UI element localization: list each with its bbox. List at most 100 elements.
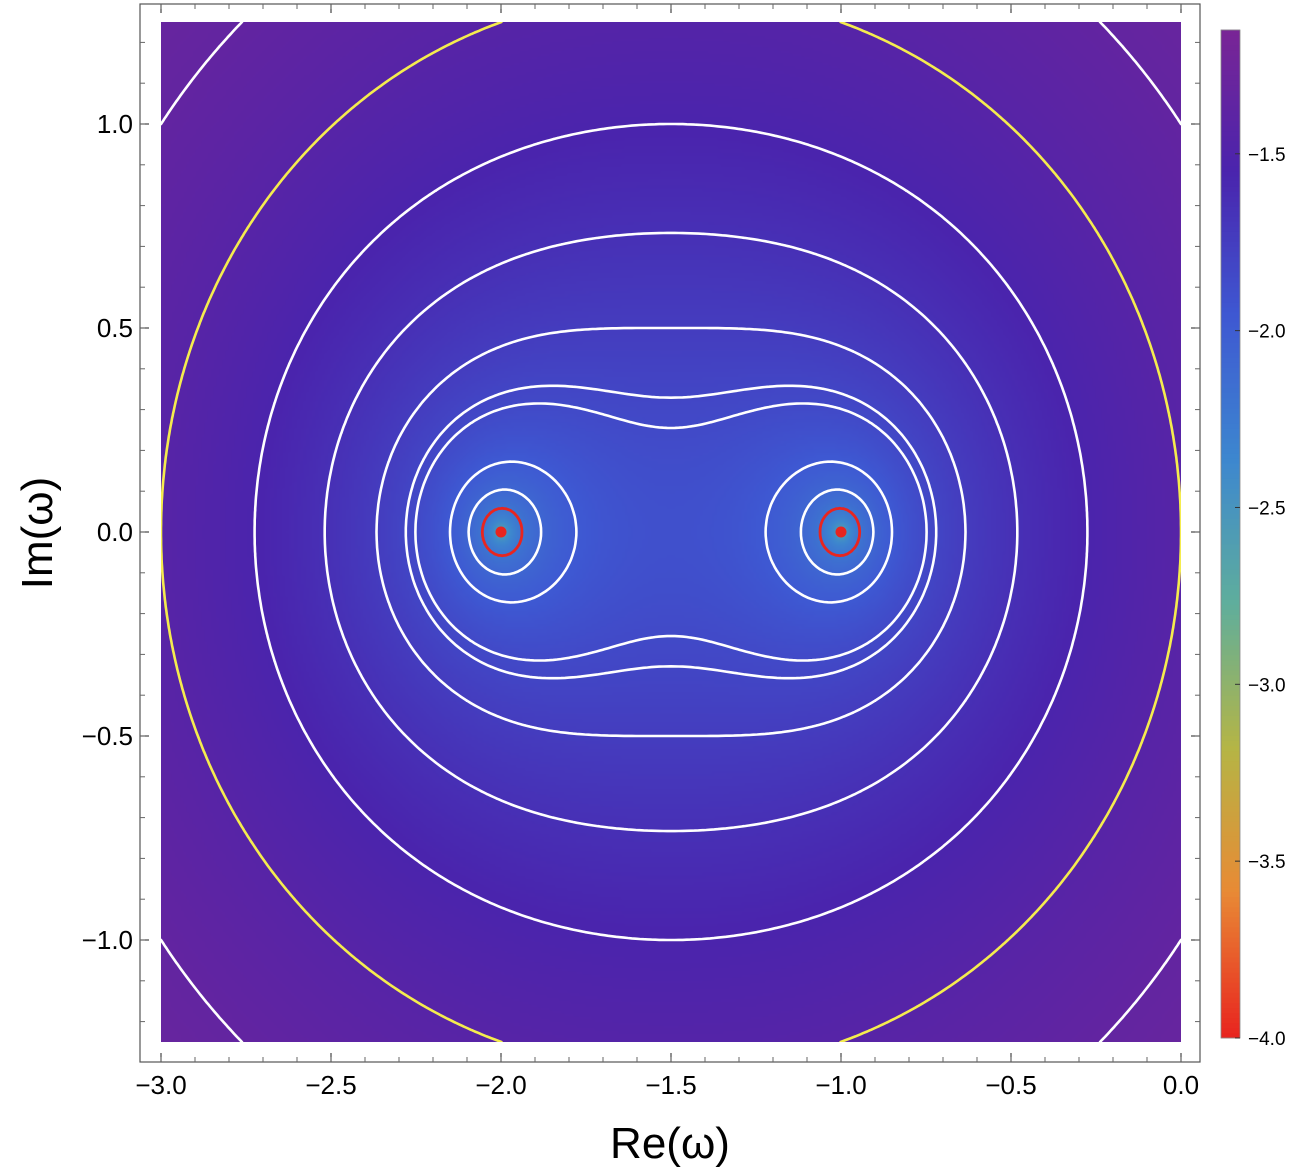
x-tick-label: 0.0 bbox=[1163, 1070, 1199, 1100]
colorbar-swatch bbox=[1221, 175, 1240, 182]
colorbar-swatch bbox=[1221, 291, 1240, 298]
colorbar-swatch bbox=[1221, 941, 1240, 948]
colorbar-swatch bbox=[1221, 432, 1240, 439]
colorbar-tick-label: −1.5 bbox=[1248, 145, 1286, 166]
colorbar-swatch bbox=[1221, 493, 1240, 500]
colorbar-swatch bbox=[1221, 594, 1240, 600]
colorbar-swatch bbox=[1221, 679, 1240, 686]
colorbar-swatch bbox=[1221, 896, 1240, 903]
colorbar-swatch bbox=[1221, 276, 1240, 283]
contour-lines bbox=[161, 22, 1181, 1042]
colorbar-swatch bbox=[1221, 568, 1240, 575]
colorbar-swatch bbox=[1221, 705, 1240, 711]
colorbar-swatch bbox=[1221, 59, 1240, 66]
colorbar-swatch bbox=[1221, 649, 1240, 656]
colorbar-swatch bbox=[1221, 946, 1240, 953]
colorbar-swatch bbox=[1221, 1007, 1240, 1014]
colorbar-swatch bbox=[1221, 957, 1240, 963]
colorbar-swatch bbox=[1221, 145, 1240, 152]
colorbar-swatch bbox=[1221, 831, 1240, 837]
colorbar-swatch bbox=[1221, 327, 1240, 333]
colorbar-swatch bbox=[1221, 241, 1240, 248]
heatmap-image bbox=[161, 22, 1181, 1042]
colorbar-swatch bbox=[1221, 316, 1240, 323]
contour-level-3 bbox=[375, 326, 967, 738]
colorbar-swatch bbox=[1221, 765, 1240, 772]
colorbar-swatch bbox=[1221, 412, 1240, 419]
x-tick-label: −1.5 bbox=[645, 1070, 696, 1100]
colorbar-swatch bbox=[1221, 155, 1240, 162]
colorbar-swatch bbox=[1221, 488, 1240, 494]
colorbar-swatch bbox=[1221, 483, 1240, 489]
colorbar-swatch bbox=[1221, 906, 1240, 913]
colorbar-swatch bbox=[1221, 1032, 1240, 1039]
colorbar-swatch bbox=[1221, 846, 1240, 852]
colorbar-swatch bbox=[1221, 362, 1240, 368]
colorbar-swatch bbox=[1221, 921, 1240, 928]
colorbar-swatch bbox=[1221, 372, 1240, 379]
colorbar-swatch bbox=[1221, 997, 1240, 1004]
colorbar-swatch bbox=[1221, 54, 1240, 61]
colorbar-swatch bbox=[1221, 206, 1240, 212]
colorbar-swatch bbox=[1221, 427, 1240, 434]
colorbar-swatch bbox=[1221, 70, 1240, 76]
colorbar-swatch bbox=[1221, 826, 1240, 832]
colorbar-swatch bbox=[1221, 85, 1240, 91]
colorbar-swatch bbox=[1221, 463, 1240, 469]
colorbar-swatch bbox=[1221, 322, 1240, 328]
colorbar-tick-label: −2.0 bbox=[1248, 322, 1286, 343]
colorbar-swatch bbox=[1221, 110, 1240, 116]
x-tick-label: −3.0 bbox=[135, 1070, 186, 1100]
colorbar-swatch bbox=[1221, 458, 1240, 464]
colorbar-swatch bbox=[1221, 886, 1240, 893]
colorbar-swatch bbox=[1221, 281, 1240, 288]
colorbar-swatch bbox=[1221, 538, 1240, 545]
colorbar-swatch bbox=[1221, 836, 1240, 842]
colorbar-swatch bbox=[1221, 286, 1240, 293]
y-tick-label: −0.5 bbox=[82, 721, 133, 751]
colorbar-swatch bbox=[1221, 841, 1240, 847]
contour-red bbox=[480, 506, 862, 558]
colorbar-swatch bbox=[1221, 185, 1240, 192]
colorbar-swatch bbox=[1221, 508, 1240, 515]
colorbar-swatch bbox=[1221, 513, 1240, 520]
colorbar-swatch bbox=[1221, 891, 1240, 898]
colorbar-swatch bbox=[1221, 160, 1240, 167]
colorbar-swatch bbox=[1221, 614, 1240, 620]
x-axis-title: Re(ω) bbox=[610, 1119, 730, 1168]
colorbar-swatch bbox=[1221, 735, 1240, 741]
colorbar-swatch bbox=[1221, 775, 1240, 782]
colorbar-swatch bbox=[1221, 1022, 1240, 1029]
colorbar-swatch bbox=[1221, 931, 1240, 938]
colorbar-swatch bbox=[1221, 221, 1240, 227]
colorbar-swatch bbox=[1221, 916, 1240, 923]
heatmap-field bbox=[161, 22, 1181, 1042]
colorbar-tick-label: −3.5 bbox=[1248, 852, 1286, 873]
y-axis-title: Im(ω) bbox=[13, 477, 62, 590]
colorbar-swatch bbox=[1221, 231, 1240, 237]
colorbar-swatch bbox=[1221, 674, 1240, 681]
x-tick-label: −0.5 bbox=[985, 1070, 1036, 1100]
colorbar-swatch bbox=[1221, 800, 1240, 807]
colorbar-swatch bbox=[1221, 982, 1240, 988]
colorbar-swatch bbox=[1221, 820, 1240, 827]
colorbar-swatch bbox=[1221, 659, 1240, 666]
colorbar-swatch bbox=[1221, 871, 1240, 878]
colorbar-swatch bbox=[1221, 165, 1240, 172]
colorbar-swatch bbox=[1221, 664, 1240, 671]
colorbar-swatch bbox=[1221, 140, 1240, 147]
colorbar-swatch bbox=[1221, 720, 1240, 726]
x-tick-label: −2.5 bbox=[305, 1070, 356, 1100]
colorbar-swatch bbox=[1221, 498, 1240, 505]
colorbar-swatch bbox=[1221, 64, 1240, 71]
colorbar-swatch bbox=[1221, 972, 1240, 978]
contour-level-7 bbox=[467, 488, 875, 576]
colorbar-swatch bbox=[1221, 669, 1240, 676]
colorbar-swatch bbox=[1221, 987, 1240, 993]
contour-yellow bbox=[161, 22, 1181, 1042]
colorbar-swatch bbox=[1221, 694, 1240, 701]
colorbar-swatch bbox=[1221, 332, 1240, 338]
colorbar-swatch bbox=[1221, 750, 1240, 757]
colorbar-swatch bbox=[1221, 1017, 1240, 1024]
